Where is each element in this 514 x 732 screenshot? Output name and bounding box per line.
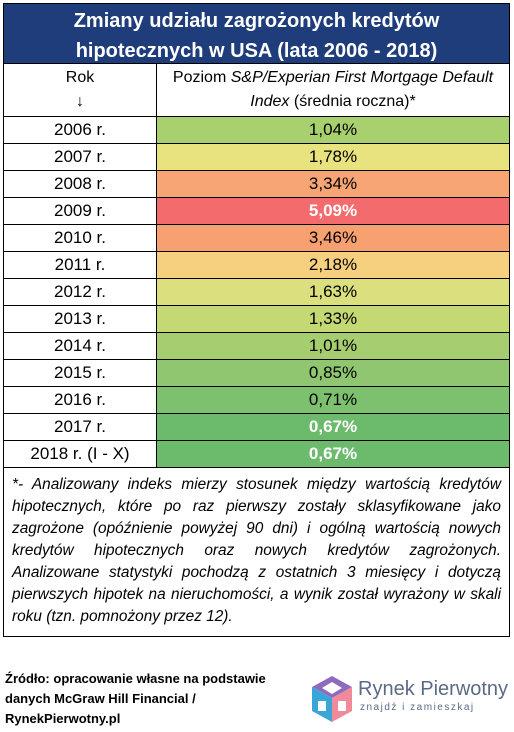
year-cell: 2014 r. bbox=[3, 332, 157, 360]
table-row: 2016 r. 0,71% bbox=[3, 386, 510, 414]
value-cell: 0,85% bbox=[156, 359, 510, 387]
logo-tagline: znajdź i zamieszkaj bbox=[360, 702, 475, 713]
value-cell: 0,71% bbox=[156, 386, 510, 414]
year-cell: 2009 r. bbox=[3, 197, 157, 225]
logo-name: Rynek Pierwotny bbox=[358, 678, 509, 700]
table-row: 2014 r. 1,01% bbox=[3, 332, 510, 360]
table-row: 2012 r. 1,63% bbox=[3, 278, 510, 306]
footnote: *- Analizowany indeks mierzy stosunek mi… bbox=[3, 468, 510, 637]
year-cell: 2011 r. bbox=[3, 251, 157, 279]
value-cell: 1,33% bbox=[156, 305, 510, 333]
value-cell: 0,67% bbox=[156, 440, 510, 468]
rynek-pierwotny-logo: Rynek Pierwotny znajdź i zamieszkaj bbox=[310, 672, 510, 726]
table-body: 2006 r. 1,04% 2007 r. 1,78% 2008 r. 3,34% 2009… bbox=[3, 116, 510, 468]
year-cell: 2013 r. bbox=[3, 305, 157, 333]
value-header: Poziom S&P/Experian First Mortgage Defau… bbox=[156, 63, 510, 117]
down-arrow-icon: ↓ bbox=[76, 93, 84, 110]
source-line-2: danych McGraw Hill Financial / bbox=[5, 691, 196, 706]
year-cell: 2006 r. bbox=[3, 116, 157, 144]
table-title: Zmiany udziału zagrożonych kredytów hipo… bbox=[3, 3, 510, 63]
year-cell: 2008 r. bbox=[3, 170, 157, 198]
table-row: 2015 r. 0,85% bbox=[3, 359, 510, 387]
year-cell: 2012 r. bbox=[3, 278, 157, 306]
value-cell: 2,18% bbox=[156, 251, 510, 279]
table-row: 2013 r. 1,33% bbox=[3, 305, 510, 333]
table-row: 2006 r. 1,04% bbox=[3, 116, 510, 144]
table-row: 2018 r. (I - X) 0,67% bbox=[3, 440, 510, 468]
year-cell: 2015 r. bbox=[3, 359, 157, 387]
value-cell: 3,34% bbox=[156, 170, 510, 198]
value-cell: 1,01% bbox=[156, 332, 510, 360]
year-cell: 2016 r. bbox=[3, 386, 157, 414]
table-row: 2008 r. 3,34% bbox=[3, 170, 510, 198]
footer: Źródło: opracowanie własne na podstawie … bbox=[0, 668, 514, 732]
table-row: 2007 r. 1,78% bbox=[3, 143, 510, 171]
header-row: Rok ↓ Poziom S&P/Experian First Mortgage… bbox=[3, 63, 510, 117]
value-header-index-name: S&P/Experian First Mortgage Default Inde… bbox=[230, 69, 494, 110]
year-header-label: Rok bbox=[65, 69, 95, 86]
value-cell: 3,46% bbox=[156, 224, 510, 252]
source-line-3: RynekPierwotny.pl bbox=[5, 711, 121, 726]
table-container: Zmiany udziału zagrożonych kredytów hipo… bbox=[3, 3, 510, 637]
value-cell: 1,04% bbox=[156, 116, 510, 144]
value-header-suffix: (średnia roczna)* bbox=[289, 93, 416, 110]
value-header-prefix: Poziom bbox=[172, 69, 231, 86]
value-cell: 0,67% bbox=[156, 413, 510, 441]
source-text: Źródło: opracowanie własne na podstawie … bbox=[5, 669, 295, 729]
data-table: Rok ↓ Poziom S&P/Experian First Mortgage… bbox=[3, 63, 510, 468]
table-row: 2009 r. 5,09% bbox=[3, 197, 510, 225]
year-cell: 2007 r. bbox=[3, 143, 157, 171]
year-header: Rok ↓ bbox=[3, 63, 157, 117]
year-cell: 2017 r. bbox=[3, 413, 157, 441]
table-row: 2017 r. 0,67% bbox=[3, 413, 510, 441]
year-cell: 2010 r. bbox=[3, 224, 157, 252]
value-cell: 1,78% bbox=[156, 143, 510, 171]
table-row: 2010 r. 3,46% bbox=[3, 224, 510, 252]
value-cell: 1,63% bbox=[156, 278, 510, 306]
table-row: 2011 r. 2,18% bbox=[3, 251, 510, 279]
value-cell: 5,09% bbox=[156, 197, 510, 225]
house-cube-icon bbox=[312, 676, 352, 722]
year-cell: 2018 r. (I - X) bbox=[3, 440, 157, 468]
source-line-1: Źródło: opracowanie własne na podstawie bbox=[5, 671, 266, 686]
